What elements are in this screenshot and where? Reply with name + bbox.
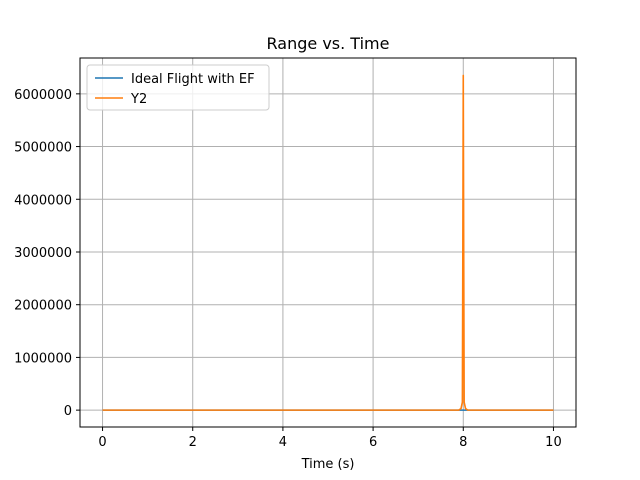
series-line-1 <box>102 74 554 411</box>
axis-ticks: 0 2 4 6 8 10 0 1000000 2000000 3000000 4000000 5000… <box>14 88 562 450</box>
x-tick-label-1: 2 <box>189 435 197 450</box>
x-axis-label: Time (s) <box>301 457 355 472</box>
y-tick-label-2: 2000000 <box>14 299 72 314</box>
x-tick-label-2: 4 <box>279 435 287 450</box>
legend-label-0: Ideal Flight with EF <box>131 72 255 87</box>
plot-frame <box>79 57 577 428</box>
grid <box>80 58 576 427</box>
y-tick-label-6: 6000000 <box>14 88 72 103</box>
y-tick-label-4: 4000000 <box>14 193 72 208</box>
x-tick-label-3: 6 <box>369 435 377 450</box>
y-tick-label-3: 3000000 <box>14 246 72 261</box>
x-tick-label-4: 8 <box>459 435 467 450</box>
y-tick-label-1: 1000000 <box>14 351 72 366</box>
legend-label-1: Y2 <box>130 92 147 107</box>
legend: Ideal Flight with EF Y2 <box>86 64 270 111</box>
y-tick-label-5: 5000000 <box>14 141 72 156</box>
plot-series <box>102 74 554 411</box>
x-tick-label-5: 10 <box>545 435 562 450</box>
x-tick-label-0: 0 <box>98 435 106 450</box>
legend-box <box>86 64 270 111</box>
y-tick-label-0: 0 <box>64 404 72 419</box>
chart-title: Range vs. Time <box>267 34 390 53</box>
